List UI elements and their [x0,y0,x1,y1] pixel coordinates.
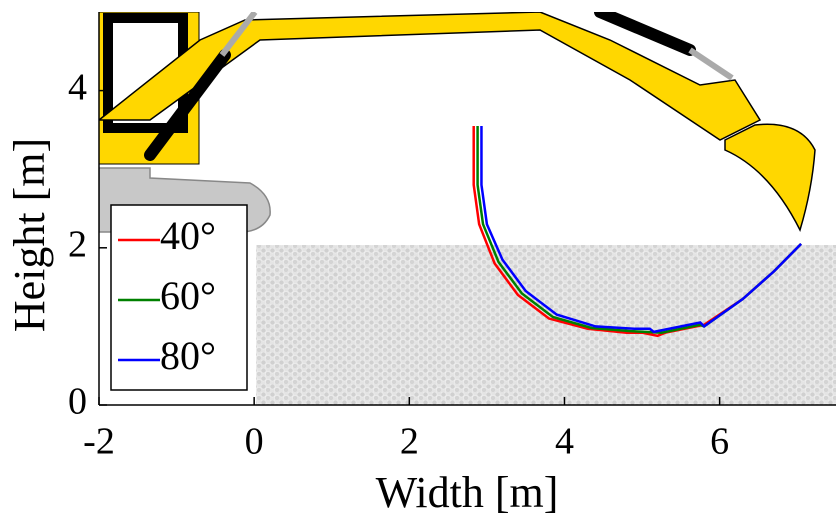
chart: Width [m] Height [m] -2024602440°60°80° [0,0,836,525]
x-tick-label: 2 [400,421,419,463]
x-tick-label: -2 [83,421,115,463]
x-tick-label: 4 [555,421,574,463]
legend-label: 60° [160,273,216,318]
y-tick-label: 0 [68,381,87,423]
x-tick-label: 0 [245,421,264,463]
arm-rod [690,50,732,78]
x-axis-label: Width [m] [376,468,559,517]
legend-label: 80° [160,333,216,378]
x-tick-label: 6 [710,421,729,463]
y-tick-label: 4 [68,66,87,108]
bucket [725,124,815,230]
y-axis-label: Height [m] [5,138,54,332]
y-tick-label: 2 [68,224,87,266]
legend-label: 40° [160,213,216,258]
soil [256,245,836,405]
